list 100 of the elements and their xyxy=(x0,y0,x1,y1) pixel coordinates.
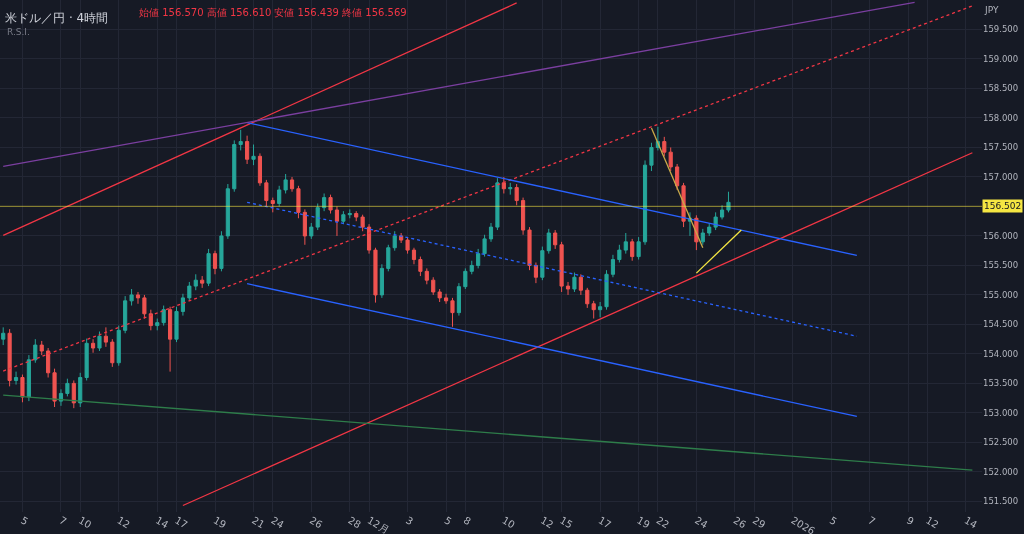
candlestick xyxy=(33,338,38,364)
y-tick-label: 151.500 xyxy=(983,496,1019,507)
candlestick xyxy=(501,176,506,194)
candlestick xyxy=(347,208,352,219)
candlestick xyxy=(78,372,83,408)
candlestick xyxy=(341,210,346,225)
candlestick xyxy=(200,275,205,289)
candlestick xyxy=(46,347,51,379)
candlestick xyxy=(379,263,384,299)
candlestick xyxy=(386,244,391,272)
candlestick xyxy=(251,144,256,166)
candlestick xyxy=(360,214,365,232)
candlestick xyxy=(328,194,333,215)
candlestick xyxy=(334,205,340,237)
candlestick xyxy=(289,176,295,193)
candlestick xyxy=(116,325,121,367)
x-tick-label: 17 xyxy=(596,514,614,531)
candlestick xyxy=(405,236,410,255)
x-tick-label: 10 xyxy=(76,514,94,531)
candlestick xyxy=(39,340,44,356)
candlestick xyxy=(540,246,545,281)
y-tick-label: 152.500 xyxy=(983,437,1019,448)
candlestick xyxy=(642,159,648,246)
candlestick xyxy=(257,152,263,187)
candlestick xyxy=(559,241,564,293)
candlestick xyxy=(456,282,461,317)
candlestick xyxy=(565,281,571,296)
candlestick xyxy=(514,183,519,206)
x-tick-label: 12 xyxy=(923,514,941,531)
candlestick xyxy=(630,238,635,262)
candlestick xyxy=(123,295,128,334)
text: JPY xyxy=(984,5,999,15)
candlestick xyxy=(264,179,269,207)
ref-line-label: 156.502 xyxy=(984,201,1022,211)
candlestick xyxy=(155,318,160,331)
candlestick xyxy=(418,256,423,277)
x-tick-label: 26 xyxy=(307,514,325,531)
candlestick xyxy=(437,288,442,303)
candlestick xyxy=(476,248,481,269)
x-tick-label: 24 xyxy=(692,514,710,531)
text: 米ドル／円 · 4時間 xyxy=(5,10,109,25)
x-tick-label: 19 xyxy=(211,514,229,531)
candlestick xyxy=(135,291,141,305)
x-tick-label: 5 xyxy=(827,514,839,528)
y-tick-label: 158.500 xyxy=(983,83,1019,94)
candlestick xyxy=(482,234,487,258)
candlestick xyxy=(161,305,166,327)
x-tick-label: 8 xyxy=(461,514,473,528)
candlestick xyxy=(463,267,468,290)
candlestick xyxy=(302,208,307,246)
candlestick xyxy=(495,177,500,231)
candlestick xyxy=(617,244,622,263)
x-tick-label: 3 xyxy=(404,514,416,528)
candlestick xyxy=(180,293,185,317)
candlestick xyxy=(174,306,179,343)
text: 始値 156.570 高値 156.610 安値 156.439 終値 156.569 xyxy=(139,7,407,18)
x-tick-label: 14 xyxy=(962,514,979,531)
candlestick xyxy=(1,326,6,346)
x-tick-label: 14 xyxy=(153,514,171,531)
x-tick-label: 12月 xyxy=(365,514,391,534)
x-tick-label: 5 xyxy=(442,514,454,528)
candlestick xyxy=(110,338,115,368)
x-tick-label: 28 xyxy=(346,514,363,531)
candlestick xyxy=(726,191,731,213)
candlestick xyxy=(52,368,57,408)
x-tick-label: 2026 xyxy=(789,514,817,534)
x-tick-label: 7 xyxy=(866,514,878,528)
candlestick xyxy=(450,297,455,328)
candlestick xyxy=(129,288,134,307)
candlestick xyxy=(187,281,192,302)
candlestick xyxy=(675,163,680,191)
candlestick xyxy=(26,354,31,402)
candlestick xyxy=(97,331,102,352)
x-tick-label: 9 xyxy=(904,514,916,528)
candlestick xyxy=(322,192,327,212)
candlestick xyxy=(424,267,429,285)
y-tick-label: 155.000 xyxy=(983,289,1019,300)
y-tick-label: 157.000 xyxy=(983,171,1019,182)
candlestick xyxy=(366,223,372,255)
x-tick-label: 22 xyxy=(654,514,671,531)
candlestick xyxy=(373,247,378,304)
candlestick xyxy=(7,328,12,387)
y-tick-label: 154.500 xyxy=(983,319,1019,330)
candlestick xyxy=(238,129,243,151)
x-tick-label: 17 xyxy=(173,514,190,531)
candlestick xyxy=(212,250,218,275)
candlestick xyxy=(431,276,436,296)
x-tick-label: 15 xyxy=(558,514,575,531)
candlestick xyxy=(168,306,173,373)
x-tick-label: 12 xyxy=(538,514,556,531)
x-tick-label: 29 xyxy=(750,514,768,531)
x-tick-label: 5 xyxy=(18,514,30,528)
candlestick xyxy=(193,273,198,291)
candlestick xyxy=(84,338,89,381)
candlestick xyxy=(598,301,603,318)
candlestick xyxy=(700,228,705,246)
candlestick xyxy=(58,388,64,407)
candlestick xyxy=(71,379,76,409)
y-tick-label: 153.500 xyxy=(983,378,1019,389)
candlestick xyxy=(553,229,558,250)
